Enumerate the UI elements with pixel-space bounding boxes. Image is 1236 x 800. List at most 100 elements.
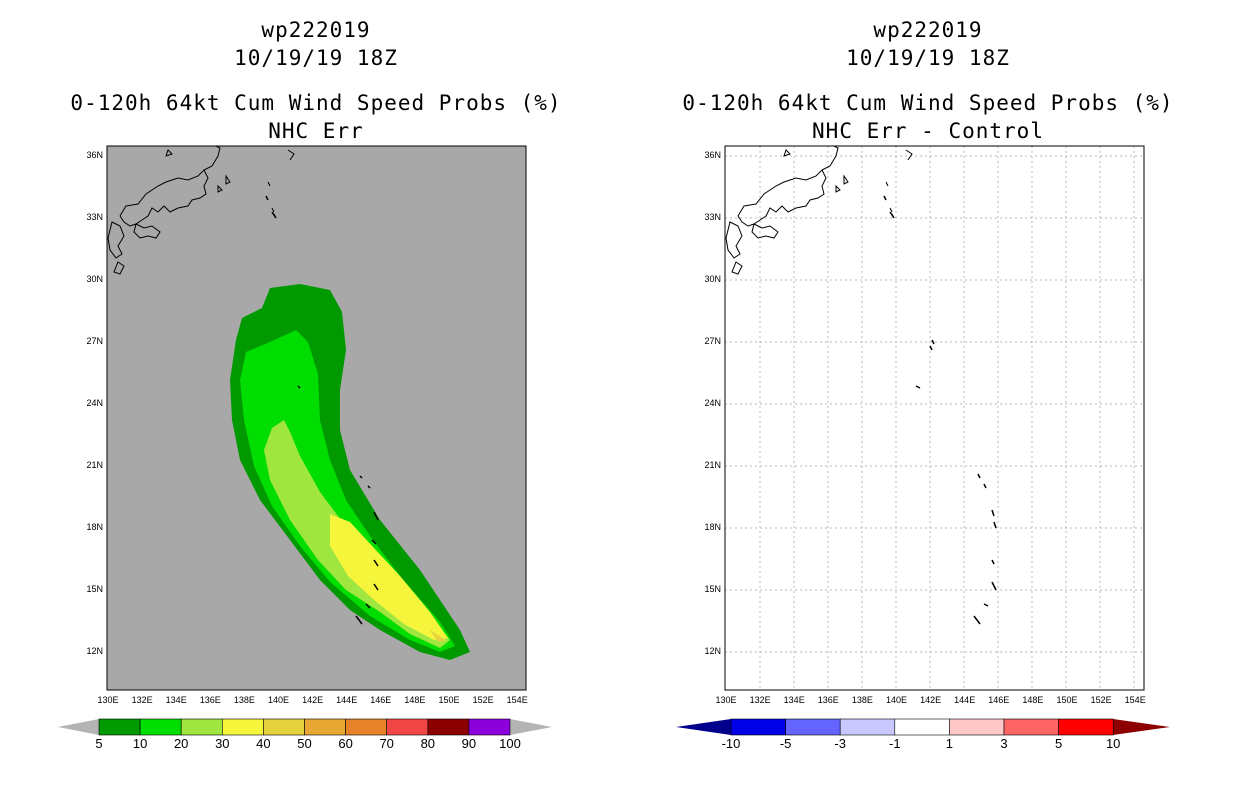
left-lat-tick-36n: 36N (86, 150, 103, 160)
right-colorbar-label: -5 (779, 736, 792, 751)
left-colorbar-label: 100 (499, 736, 521, 751)
left-colorbar-label: 30 (215, 736, 230, 751)
left-colorbar-label: 60 (338, 736, 353, 751)
prob-contour-10 (240, 330, 455, 652)
right-storm-id: wp222019 (873, 18, 983, 42)
right-lat-tick-36n: 36N (704, 150, 721, 160)
left-map (106, 145, 527, 691)
left-colorbar-label: 50 (297, 736, 312, 751)
left-colorbar-label: 20 (173, 736, 189, 751)
left-lon-tick-152e: 152E (472, 695, 494, 705)
left-colorbar-cell (468, 718, 511, 736)
left-lon-tick-138e: 138E (233, 695, 255, 705)
right-colorbar-cell (730, 718, 786, 736)
right-lon-tick-148e: 148E (1022, 695, 1044, 705)
right-colorbar-high-arrow (1113, 719, 1170, 735)
left-lat-tick-21n: 21N (86, 460, 103, 470)
left-lat-tick-30n: 30N (86, 274, 103, 284)
left-colorbar-label: 90 (461, 736, 477, 751)
left-lon-tick-154e: 154E (506, 695, 528, 705)
right-colorbar-label: -3 (834, 736, 846, 751)
right-datetime: 10/19/19 18Z (846, 46, 1010, 70)
left-lat-tick-12n: 12N (86, 646, 103, 656)
right-colorbar-cell (894, 718, 950, 736)
left-lat-tick-24n: 24N (86, 398, 103, 408)
left-colorbar-label: 80 (420, 736, 436, 751)
left-colorbar-label: 10 (132, 736, 148, 751)
left-lat-tick-33n: 33N (86, 212, 103, 222)
right-colorbar-label: 1 (945, 736, 953, 751)
right-lon-tick-136e: 136E (817, 695, 839, 705)
right-colorbar-cell (949, 718, 1005, 736)
right-lon-tick-138e: 138E (851, 695, 873, 705)
left-colorbar-cell (139, 718, 182, 736)
left-lon-tick-150e: 150E (438, 695, 460, 705)
left-lon-tick-130e: 130E (97, 695, 119, 705)
right-colorbar-cell (1058, 718, 1114, 736)
left-map-frame (106, 145, 527, 691)
right-lon-tick-144e: 144E (954, 695, 976, 705)
right-colorbar-label: -1 (889, 736, 901, 751)
left-title: 0-120h 64kt Cum Wind Speed Probs (%) (70, 91, 562, 115)
left-lon-tick-136e: 136E (199, 695, 221, 705)
right-colorbar-label: -10 (721, 736, 741, 751)
left-colorbar-cell (427, 718, 470, 736)
right-colorbar (730, 718, 1114, 736)
left-islands (265, 195, 379, 625)
right-lon-tick-140e: 140E (885, 695, 908, 705)
left-colorbar-label: 40 (256, 736, 271, 751)
right-colorbar-label: 5 (1054, 736, 1063, 751)
left-lat-tick-18n: 18N (86, 522, 103, 532)
right-colorbar-low-arrow (676, 719, 731, 735)
left-colorbar-cell (345, 718, 388, 736)
left-lon-tick-134e: 134E (165, 695, 187, 705)
right-lat-tick-33n: 33N (704, 212, 721, 222)
left-colorbar-cell (98, 718, 141, 736)
right-subtitle: NHC Err - Control (812, 119, 1044, 143)
right-lon-tick-154e: 154E (1124, 695, 1146, 705)
right-colorbar-cell (839, 718, 896, 736)
left-storm-id: wp222019 (261, 18, 371, 42)
right-lon-tick-150e: 150E (1056, 695, 1078, 705)
left-lon-tick-146e: 146E (370, 695, 392, 705)
left-subtitle: NHC Err (268, 119, 364, 143)
left-colorbar-cell (263, 718, 305, 736)
right-lon-tick-152e: 152E (1090, 695, 1112, 705)
right-map-background (725, 146, 1144, 690)
right-lon-tick-142e: 142E (920, 695, 942, 705)
left-lon-tick-142e: 142E (302, 695, 324, 705)
right-map (724, 145, 1145, 691)
right-lon-tick-134e: 134E (783, 695, 805, 705)
right-colorbar-cell (1003, 718, 1059, 736)
left-colorbar-low-arrow (58, 719, 99, 735)
right-lat-tick-21n: 21N (704, 460, 721, 470)
left-lon-tick-144e: 144E (336, 695, 358, 705)
right-colorbar-label: 3 (1000, 736, 1008, 751)
left-datetime: 10/19/19 18Z (234, 46, 398, 70)
left-colorbar-cell (222, 718, 264, 736)
left-lon-tick-148e: 148E (404, 695, 426, 705)
left-lon-tick-132e: 132E (131, 695, 153, 705)
right-lat-tick-18n: 18N (704, 522, 721, 532)
right-gridlines (725, 146, 1144, 690)
right-map-frame (724, 145, 1145, 691)
right-lon-tick-132e: 132E (749, 695, 771, 705)
right-colorbar-label: 10 (1105, 736, 1121, 751)
right-islands (883, 195, 997, 625)
prob-contour-30 (330, 514, 448, 640)
left-colorbar-cell (304, 718, 346, 736)
right-lat-tick-27n: 27N (704, 336, 721, 346)
left-lat-tick-27n: 27N (86, 336, 103, 346)
left-lon-tick-140e: 140E (267, 695, 290, 705)
left-colorbar-high-arrow (510, 719, 552, 735)
right-lat-tick-15n: 15N (704, 584, 721, 594)
right-lon-tick-146e: 146E (988, 695, 1010, 705)
left-colorbar-cell (386, 718, 429, 736)
right-title: 0-120h 64kt Cum Wind Speed Probs (%) (682, 91, 1174, 115)
left-colorbar-cell (180, 718, 223, 736)
left-lat-tick-15n: 15N (86, 584, 103, 594)
right-lat-tick-30n: 30N (704, 274, 721, 284)
right-lat-tick-24n: 24N (704, 398, 721, 408)
prob-contour-40 (430, 630, 446, 642)
right-lat-tick-12n: 12N (704, 646, 721, 656)
